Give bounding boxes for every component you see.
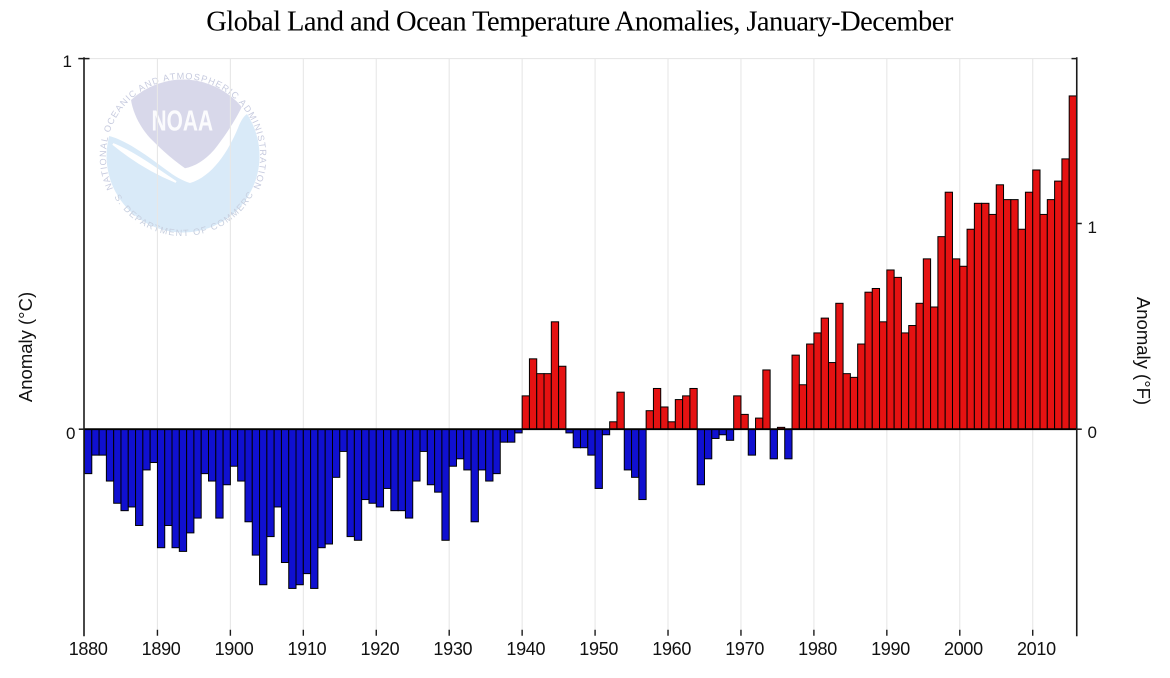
svg-text:Anomaly (°C): Anomaly (°C) xyxy=(15,292,36,402)
svg-text:1930: 1930 xyxy=(433,639,472,659)
svg-text:1920: 1920 xyxy=(360,639,399,659)
svg-text:1: 1 xyxy=(63,52,72,71)
svg-text:1: 1 xyxy=(1088,218,1097,237)
svg-text:1950: 1950 xyxy=(579,639,618,659)
svg-text:1910: 1910 xyxy=(288,639,327,659)
svg-text:0: 0 xyxy=(1088,423,1097,442)
svg-text:0: 0 xyxy=(66,424,75,443)
svg-text:2000: 2000 xyxy=(944,639,983,659)
svg-text:2010: 2010 xyxy=(1017,639,1056,659)
svg-text:Anomaly (°F): Anomaly (°F) xyxy=(1133,297,1154,405)
svg-text:1980: 1980 xyxy=(798,639,837,659)
svg-text:NOAA: NOAA xyxy=(152,106,214,138)
svg-text:1880: 1880 xyxy=(69,639,108,659)
svg-text:1940: 1940 xyxy=(506,639,545,659)
svg-text:1990: 1990 xyxy=(871,639,910,659)
svg-text:Global Land and Ocean Temperat: Global Land and Ocean Temperature Anomal… xyxy=(206,7,954,38)
svg-text:1970: 1970 xyxy=(725,639,764,659)
svg-text:1900: 1900 xyxy=(215,639,254,659)
svg-text:1960: 1960 xyxy=(652,639,691,659)
svg-text:1890: 1890 xyxy=(142,639,181,659)
